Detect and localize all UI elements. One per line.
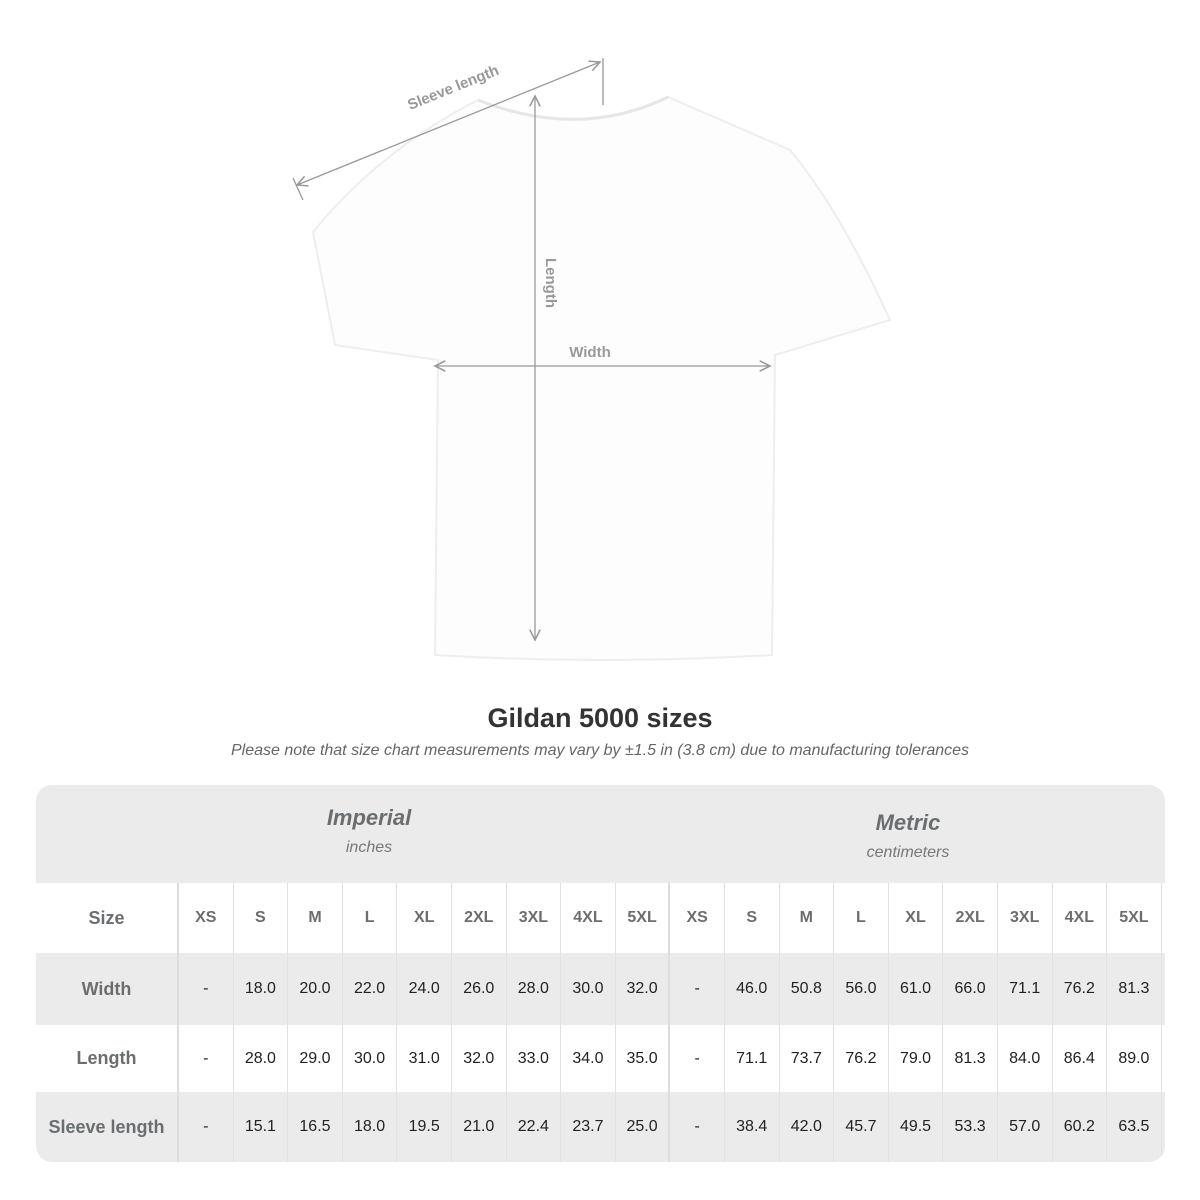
imperial-cell: 26.0 <box>452 953 507 1025</box>
metric-unit: centimeters <box>866 844 950 861</box>
metric-cell: 46.0 <box>725 953 780 1025</box>
imperial-cell: 22.0 <box>343 953 398 1025</box>
imperial-cell: 33.0 <box>507 1025 562 1092</box>
imperial-cell: 29.0 <box>288 1025 343 1092</box>
imperial-cell: 34.0 <box>561 1025 616 1092</box>
metric-cell: 60.2 <box>1053 1092 1108 1162</box>
imperial-cell: - <box>179 1092 234 1162</box>
size-header-xl: XL <box>397 883 452 953</box>
metric-cell: 71.1 <box>998 953 1053 1025</box>
tshirt-shape <box>311 95 892 661</box>
row-label: Length <box>36 1025 179 1092</box>
imperial-cell: 31.0 <box>397 1025 452 1092</box>
metric-cell: 81.3 <box>1107 953 1162 1025</box>
metric-cell: 50.8 <box>780 953 835 1025</box>
row-label: Sleeve length <box>36 1092 179 1162</box>
size-header-3xl: 3XL <box>998 883 1053 953</box>
metric-cell: 73.7 <box>780 1025 835 1092</box>
metric-cell: 56.0 <box>834 953 889 1025</box>
imperial-cell: 22.4 <box>507 1092 562 1162</box>
table-system-header: Imperial inches Metric centimeters <box>36 785 1165 883</box>
imperial-header: Imperial inches <box>169 805 569 857</box>
imperial-cell: 25.0 <box>616 1092 671 1162</box>
metric-cell: 57.0 <box>998 1092 1053 1162</box>
size-header-s: S <box>234 883 289 953</box>
size-header-4xl: 4XL <box>561 883 616 953</box>
tolerance-note: Please note that size chart measurements… <box>230 742 970 759</box>
table-row: Width -18.0 20.0 22.0 24.0 26.0 28.0 30.0 32.0-4… <box>36 953 1165 1025</box>
metric-cell: 79.0 <box>889 1025 944 1092</box>
size-header-m: M <box>288 883 343 953</box>
table-header-row: Size XS S M L XL 2XL 3XL 4XL 5XL XS S M L XL 2XL 3XL 4XL 5… <box>36 883 1165 953</box>
imperial-cell: 32.0 <box>616 953 671 1025</box>
imperial-unit: inches <box>345 839 393 856</box>
size-header-s: S <box>725 883 780 953</box>
page-title: Gildan 5000 sizes <box>487 703 713 733</box>
metric-cell: - <box>670 953 725 1025</box>
imperial-cell: 18.0 <box>234 953 289 1025</box>
width-label: Width <box>569 344 611 361</box>
imperial-cell: 35.0 <box>616 1025 671 1092</box>
metric-cell: 61.0 <box>889 953 944 1025</box>
metric-cell: 53.3 <box>943 1092 998 1162</box>
imperial-cell: 15.1 <box>234 1092 289 1162</box>
imperial-cell: - <box>179 953 234 1025</box>
imperial-cell: 32.0 <box>452 1025 507 1092</box>
size-column-header: Size <box>36 883 179 953</box>
size-header-xs: XS <box>179 883 234 953</box>
size-header-m: M <box>780 883 835 953</box>
imperial-cell: 20.0 <box>288 953 343 1025</box>
metric-cell: 49.5 <box>889 1092 944 1162</box>
metric-cell: 66.0 <box>943 953 998 1025</box>
metric-cell: 81.3 <box>943 1025 998 1092</box>
imperial-cell: 23.7 <box>561 1092 616 1162</box>
imperial-cell: - <box>179 1025 234 1092</box>
metric-header: Metric centimeters <box>708 810 1108 862</box>
imperial-cell: 30.0 <box>561 953 616 1025</box>
metric-cell: 42.0 <box>780 1092 835 1162</box>
table-row: Length -28.0 29.0 30.0 31.0 32.0 33.0 34.0 35.0-… <box>36 1025 1165 1092</box>
imperial-cell: 16.5 <box>288 1092 343 1162</box>
metric-cell: 86.4 <box>1053 1025 1108 1092</box>
size-header-l: L <box>834 883 889 953</box>
imperial-cell: 19.5 <box>397 1092 452 1162</box>
metric-cell: 63.5 <box>1107 1092 1162 1162</box>
imperial-cell: 24.0 <box>397 953 452 1025</box>
size-header-4xl: 4XL <box>1053 883 1108 953</box>
metric-title: Metric <box>875 810 941 835</box>
size-header-l: L <box>343 883 398 953</box>
imperial-cell: 18.0 <box>343 1092 398 1162</box>
table-row: Sleeve length -15.1 16.5 18.0 19.5 21.0 22.4 23… <box>36 1092 1165 1162</box>
imperial-cell: 28.0 <box>234 1025 289 1092</box>
size-header-2xl: 2XL <box>452 883 507 953</box>
metric-cell: 84.0 <box>998 1025 1053 1092</box>
row-label: Width <box>36 953 179 1025</box>
size-header-5xl: 5XL <box>616 883 671 953</box>
size-header-xs: XS <box>670 883 725 953</box>
imperial-cell: 28.0 <box>507 953 562 1025</box>
imperial-title: Imperial <box>326 805 412 830</box>
metric-cell: 89.0 <box>1107 1025 1162 1092</box>
imperial-cell: 21.0 <box>452 1092 507 1162</box>
metric-cell: - <box>670 1025 725 1092</box>
tshirt-diagram: Sleeve length Length Width <box>292 58 892 661</box>
sleeve-measure-line <box>297 62 600 185</box>
size-table: Imperial inches Metric centimeters Size X… <box>36 785 1165 1162</box>
metric-cell: 76.2 <box>1053 953 1108 1025</box>
metric-cell: - <box>670 1092 725 1162</box>
metric-cell: 71.1 <box>725 1025 780 1092</box>
metric-cell: 45.7 <box>834 1092 889 1162</box>
size-header-3xl: 3XL <box>507 883 562 953</box>
metric-cell: 38.4 <box>725 1092 780 1162</box>
size-header-5xl: 5XL <box>1107 883 1162 953</box>
metric-cell: 76.2 <box>834 1025 889 1092</box>
imperial-cell: 30.0 <box>343 1025 398 1092</box>
length-label: Length <box>542 258 559 308</box>
size-header-xl: XL <box>889 883 944 953</box>
size-header-2xl: 2XL <box>943 883 998 953</box>
